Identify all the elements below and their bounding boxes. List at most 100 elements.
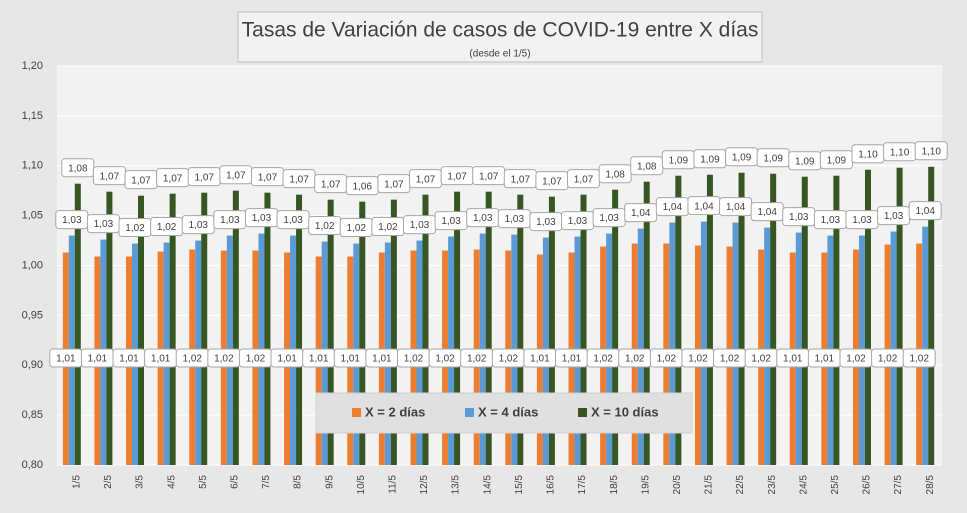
data-label: 1,02 [846, 354, 866, 365]
bar [359, 201, 366, 465]
data-label: 1,01 [88, 354, 108, 365]
data-label: 1,06 [353, 181, 373, 192]
x-tick-label: 25/5 [830, 475, 841, 495]
bar [669, 222, 676, 465]
data-label: 1,03 [410, 220, 430, 231]
y-tick-label: 1,20 [22, 60, 43, 72]
data-label: 1,02 [467, 354, 487, 365]
data-label-box [914, 141, 948, 161]
data-label: 1,03 [283, 215, 303, 226]
data-label: 1,01 [815, 354, 835, 365]
data-label: 1,03 [188, 220, 208, 231]
data-label: 1,10 [921, 146, 941, 157]
data-label: 1,02 [499, 354, 519, 365]
data-label: 1,07 [194, 172, 214, 183]
bar [138, 195, 145, 466]
legend-swatch [578, 408, 587, 417]
data-label: 1,07 [384, 179, 404, 190]
data-label: 1,02 [404, 354, 424, 365]
data-label: 1,02 [214, 354, 234, 365]
data-label: 1,03 [252, 213, 272, 224]
data-label: 1,04 [631, 208, 651, 219]
data-label: 1,07 [100, 171, 120, 182]
data-label: 1,01 [341, 354, 361, 365]
bar [732, 222, 739, 465]
data-label: 1,03 [220, 215, 240, 226]
data-label: 1,09 [669, 155, 689, 166]
legend-box [315, 392, 693, 434]
bar [637, 228, 644, 465]
data-label: 1,09 [700, 154, 720, 165]
data-label: 1,07 [258, 172, 278, 183]
data-label: 1,09 [795, 156, 815, 167]
x-tick-label: 27/5 [893, 475, 904, 495]
x-tick-label: 1/5 [71, 475, 82, 489]
x-tick-label: 3/5 [135, 475, 146, 489]
data-label: 1,07 [321, 179, 341, 190]
legend-label: X = 4 días [478, 404, 538, 419]
bar [864, 169, 871, 466]
y-tick-label: 0,85 [22, 409, 43, 421]
x-tick-label: 23/5 [767, 475, 778, 495]
data-label: 1,04 [757, 207, 777, 218]
data-label: 1,02 [720, 354, 740, 365]
data-label: 1,07 [131, 175, 151, 186]
data-label: 1,02 [878, 354, 898, 365]
data-label: 1,01 [372, 354, 392, 365]
x-tick-label: 15/5 [514, 475, 525, 495]
data-label: 1,02 [909, 354, 929, 365]
data-label: 1,09 [732, 152, 752, 163]
legend-swatch [352, 408, 361, 417]
bar [264, 192, 271, 465]
data-label-box [908, 201, 942, 221]
data-label: 1,02 [182, 354, 202, 365]
bar [485, 191, 492, 465]
x-tick-label: 12/5 [419, 475, 430, 495]
y-tick-label: 1,05 [22, 210, 43, 222]
x-tick-label: 13/5 [451, 475, 462, 495]
x-tick-label: 8/5 [293, 475, 304, 489]
bar [928, 166, 935, 465]
bar [764, 227, 771, 465]
bar [833, 175, 840, 465]
bar [612, 189, 619, 465]
data-label: 1,07 [163, 173, 183, 184]
data-label: 1,02 [625, 354, 645, 365]
data-label: 1,08 [68, 163, 88, 174]
y-tick-label: 0,95 [22, 309, 43, 321]
bar [896, 167, 903, 465]
legend-label: X = 2 días [365, 404, 425, 419]
legend-swatch [465, 408, 474, 417]
data-label: 1,10 [890, 147, 910, 158]
x-tick-label: 24/5 [798, 475, 809, 495]
data-label: 1,07 [447, 171, 467, 182]
bar [454, 191, 461, 465]
data-label: 1,03 [821, 215, 841, 226]
data-label: 1,02 [657, 354, 677, 365]
bar [517, 194, 524, 466]
y-tick-label: 1,10 [22, 160, 43, 172]
bar [675, 175, 682, 465]
bar [201, 192, 208, 465]
data-label: 1,04 [726, 202, 746, 213]
x-tick-label: 10/5 [356, 475, 367, 495]
bar [548, 196, 555, 466]
data-label: 1,03 [599, 213, 619, 224]
x-tick-label: 9/5 [324, 475, 335, 489]
bar [296, 194, 303, 466]
data-label: 1,03 [884, 211, 904, 222]
data-label: 1,01 [562, 354, 582, 365]
x-tick-label: 20/5 [672, 475, 683, 495]
bar [922, 226, 929, 465]
y-tick-label: 1,15 [22, 110, 43, 122]
chart-subtitle: (desde el 1/5) [469, 49, 530, 60]
data-label: 1,09 [763, 153, 783, 164]
data-label: 1,02 [125, 223, 145, 234]
data-label: 1,01 [151, 354, 171, 365]
data-label: 1,01 [56, 354, 76, 365]
x-tick-label: 5/5 [198, 475, 209, 489]
chart-title: Tasas de Variación de casos de COVID-19 … [242, 19, 759, 42]
bar [890, 231, 897, 465]
data-label: 1,03 [536, 217, 556, 228]
bar [801, 176, 808, 465]
